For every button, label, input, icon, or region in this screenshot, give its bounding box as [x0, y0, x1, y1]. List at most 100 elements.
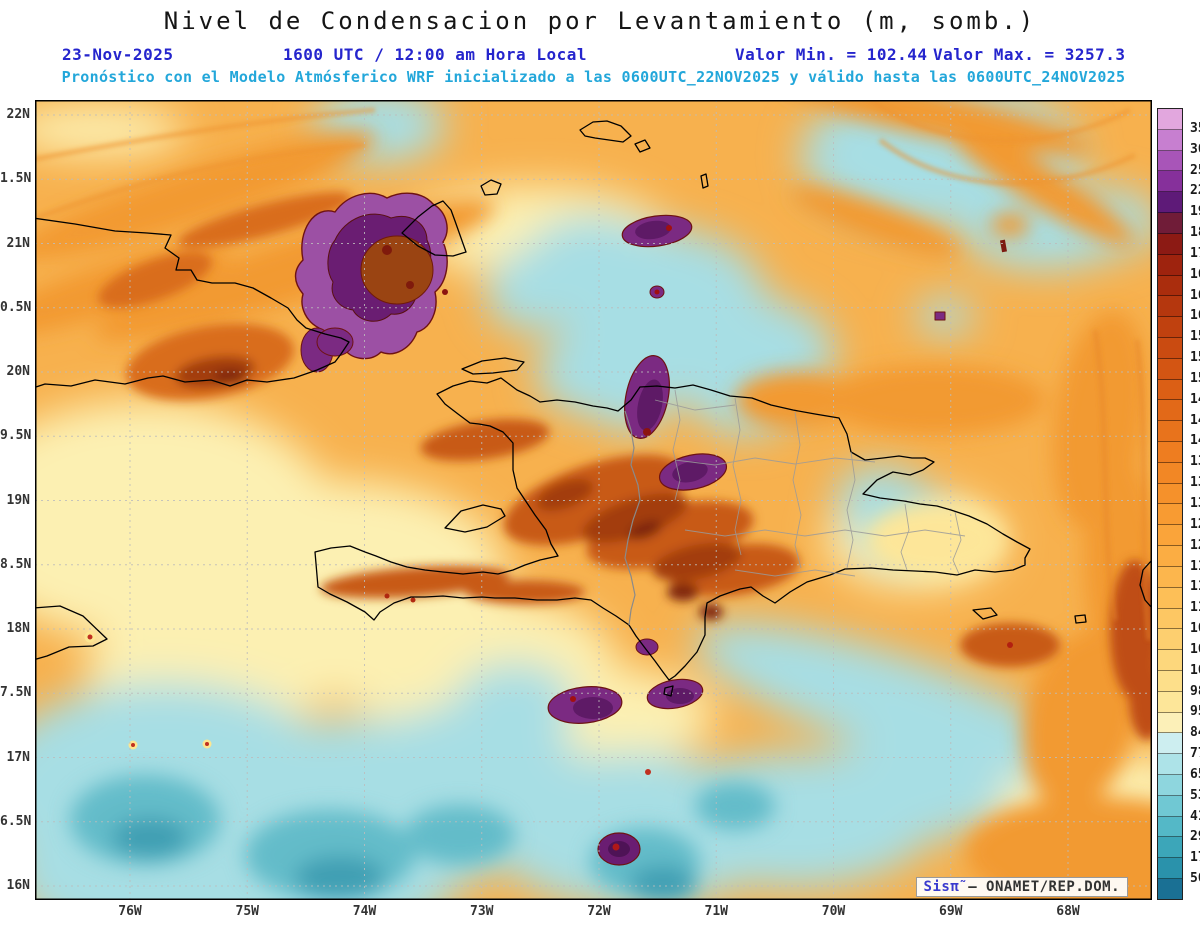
y-tick-label: 7.5N	[0, 685, 32, 701]
colorbar-label: 650	[1190, 766, 1200, 782]
colorbar-label: 950	[1190, 704, 1200, 720]
coastline-saona	[972, 607, 998, 620]
colorbar-label: 3500	[1190, 120, 1200, 136]
colorbar-bands	[1157, 108, 1183, 900]
value-min-label: Valor Min. = 102.44	[735, 45, 928, 64]
x-tick-label: 70W	[821, 904, 846, 919]
colorbar-band	[1158, 650, 1182, 671]
colorbar-band	[1158, 712, 1182, 734]
y-axis: 22N 1.5N 21N 0.5N 20N 9.5N 19N 8.5N 18N 7.5N 17N 6.…	[0, 100, 32, 900]
colorbar-label: 1650	[1190, 287, 1200, 303]
colorbar-label: 1800	[1190, 225, 1200, 241]
forecast-time: 1600 UTC / 12:00 am Hora Local	[283, 45, 587, 64]
colorbar-band	[1158, 754, 1182, 775]
map-area: Sisπ̃ – ONAMET/REP.DOM.	[35, 100, 1152, 900]
colorbar-band	[1158, 150, 1182, 172]
coastline-gonave	[444, 504, 506, 533]
coastline-puerto-rico-edge	[1139, 559, 1152, 609]
colorbar-band	[1158, 213, 1182, 234]
colorbar-label: 1950	[1190, 204, 1200, 220]
colorbar-band	[1158, 379, 1182, 401]
watermark: Sisπ̃ – ONAMET/REP.DOM.	[915, 877, 1128, 897]
coastline-grand-turk	[700, 173, 709, 189]
field-swirls	[35, 100, 1152, 641]
page-title: Nivel de Condensacion por Levantamiento …	[163, 7, 1037, 35]
y-tick-label: 18N	[6, 621, 30, 636]
colorbar-band	[1158, 733, 1182, 755]
colorbar-label: 1370	[1190, 454, 1200, 470]
x-tick-label: 75W	[235, 904, 259, 919]
colorbar-label: 1160	[1190, 579, 1200, 595]
y-tick-label: 19N	[6, 492, 30, 508]
colorbar-band	[1158, 275, 1182, 297]
x-tick-label: 72W	[587, 904, 611, 919]
colorbar-band	[1158, 442, 1182, 463]
colorbar-band	[1158, 879, 1182, 899]
colorbar-band	[1158, 629, 1182, 651]
colorbar-label: 1090	[1190, 621, 1200, 637]
y-tick-label: 22N	[6, 107, 30, 122]
colorbar-label: 50	[1190, 871, 1200, 887]
x-tick-label: 71W	[704, 904, 728, 919]
colorbar-label: 3000	[1190, 141, 1200, 157]
coastlines	[35, 120, 1152, 697]
colorbar-band	[1158, 816, 1182, 838]
x-tick-label: 68W	[1056, 904, 1080, 919]
colorbar-band	[1158, 837, 1182, 859]
colorbar-label: 1510	[1190, 370, 1200, 386]
colorbar-label: 1405	[1190, 433, 1200, 449]
colorbar-band	[1158, 296, 1182, 318]
border-dr-provinces	[654, 389, 966, 577]
y-tick-label: 20N	[6, 364, 30, 379]
colorbar-band	[1158, 608, 1182, 630]
colorbar-label: 2500	[1190, 162, 1200, 178]
colorbar-label: 1545	[1190, 350, 1200, 366]
colorbar-band	[1158, 566, 1182, 588]
colorbar-label: 530	[1190, 787, 1200, 803]
coastline-mona	[1074, 614, 1087, 624]
y-tick-label: 6.5N	[0, 813, 32, 829]
x-tick-label: 73W	[470, 904, 494, 919]
colorbar-label: 1265	[1190, 516, 1200, 532]
colorbar-label: 1020	[1190, 662, 1200, 678]
colorbar-band	[1158, 233, 1182, 255]
colorbar-band	[1158, 483, 1182, 505]
colorbar-band	[1158, 317, 1182, 338]
colorbar-band	[1158, 109, 1182, 130]
colorbar-band	[1158, 587, 1182, 609]
colorbar-label: 840	[1190, 725, 1200, 741]
colorbar-label: 1125	[1190, 600, 1200, 616]
x-tick-label: 69W	[939, 904, 963, 919]
colorbar-band	[1158, 691, 1182, 713]
colorbar-label: 410	[1190, 808, 1200, 824]
colorbar-label: 770	[1190, 746, 1200, 762]
coastline-tortuga	[461, 357, 525, 375]
colorbar-labels: 3500 3000 2500 2200 1950 1800 1750 1685 1650 1615…	[1190, 108, 1200, 900]
colorbar-band	[1158, 525, 1182, 547]
colorbar-band	[1158, 858, 1182, 880]
colorbar-label: 1750	[1190, 245, 1200, 261]
x-tick-label: 76W	[118, 904, 142, 919]
colorbar-band	[1158, 462, 1182, 484]
colorbar-band	[1158, 670, 1182, 692]
field-ridges	[98, 192, 1152, 740]
coastline-little-inagua	[480, 179, 502, 196]
colorbar-band	[1158, 192, 1182, 214]
lcl-field-map	[35, 100, 1152, 900]
colorbar-label: 1615	[1190, 308, 1200, 324]
colorbar-band	[1158, 400, 1182, 422]
colorbar-label: 1195	[1190, 558, 1200, 574]
x-tick-label: 74W	[352, 904, 377, 919]
colorbar-label: 1440	[1190, 412, 1200, 428]
coastline-caicos-east	[634, 139, 651, 153]
y-tick-label: 8.5N	[0, 556, 32, 572]
y-tick-label: 0.5N	[0, 299, 32, 315]
y-tick-label: 9.5N	[0, 428, 32, 444]
field-extremes	[84, 192, 1013, 866]
colorbar-band	[1158, 795, 1182, 817]
colorbar-label: 985	[1190, 683, 1200, 699]
y-tick-label: 17N	[6, 749, 30, 765]
y-tick-label: 21N	[6, 235, 30, 251]
coastline-jamaica	[35, 605, 108, 661]
coastline-beata	[663, 685, 674, 697]
